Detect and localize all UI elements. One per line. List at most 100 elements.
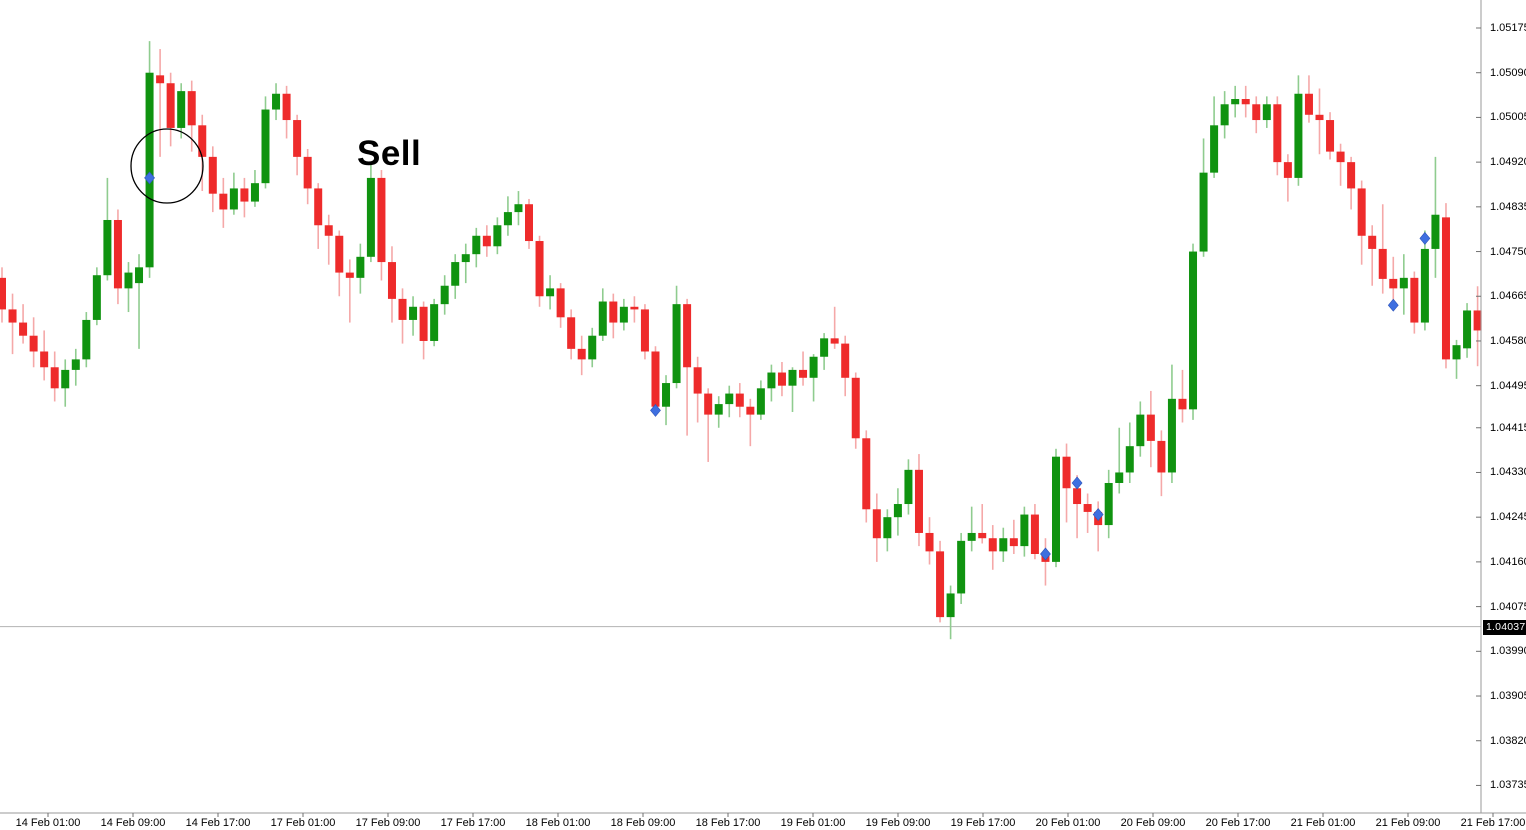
candle-body [1452, 345, 1461, 360]
signal-diamond-icon [144, 171, 155, 185]
time-axis-label: 20 Feb 01:00 [1035, 817, 1101, 829]
candle-body [345, 272, 354, 278]
candle-body [1252, 104, 1261, 121]
candle-body [0, 277, 6, 310]
candle-body [177, 91, 186, 128]
candle-body [967, 532, 976, 541]
time-axis-label: 20 Feb 09:00 [1120, 817, 1186, 829]
candle-body [187, 91, 196, 126]
candle-body [451, 262, 460, 286]
price-axis-label: 1.03990 [1490, 645, 1526, 658]
candle-body [556, 288, 565, 318]
candle-body [1463, 310, 1472, 349]
candle-body [946, 593, 955, 618]
candle-body [1304, 93, 1313, 115]
candle-body [19, 322, 28, 336]
candle-body [1009, 538, 1018, 547]
candle-body [1136, 414, 1145, 447]
candle-body [999, 538, 1008, 552]
time-axis-label: 18 Feb 17:00 [695, 817, 761, 829]
candle-body [461, 254, 470, 263]
candle-body [1115, 472, 1124, 483]
candle-body [651, 351, 660, 407]
signal-diamond-icon [1092, 508, 1104, 522]
candle-body [440, 285, 449, 305]
candle-body [113, 219, 122, 289]
price-axis-label: 1.04835 [1490, 200, 1526, 213]
price-axis-label: 1.04495 [1490, 379, 1526, 392]
signal-diamond-icon [1071, 476, 1083, 490]
candle-body [830, 338, 839, 344]
candle-body [387, 262, 396, 299]
candle-body [883, 517, 892, 539]
price-axis-label: 1.04415 [1490, 421, 1526, 434]
circle-annotation[interactable] [130, 128, 204, 204]
candle-body [1241, 99, 1250, 105]
current-price-badge: 1.04037 [1483, 619, 1526, 635]
candle-body [588, 335, 597, 360]
candle-body [672, 304, 681, 384]
candle-body [683, 304, 692, 368]
candle-body [630, 306, 639, 310]
candle-body [535, 241, 544, 297]
price-axis-label: 1.03735 [1490, 779, 1526, 792]
candle-body [1262, 104, 1271, 121]
candle-body [1315, 114, 1324, 121]
candle-body [314, 188, 323, 226]
candle-body [293, 120, 302, 157]
time-axis-label: 18 Feb 01:00 [525, 817, 591, 829]
candle-body [1431, 214, 1440, 249]
time-axis-label: 20 Feb 17:00 [1205, 817, 1271, 829]
candle-body [609, 301, 618, 323]
candle-body [103, 219, 112, 276]
sell-annotation[interactable]: Sell [357, 134, 422, 173]
candle-body [1357, 188, 1366, 236]
time-axis-label: 14 Feb 01:00 [15, 817, 81, 829]
candle-body [1336, 151, 1345, 163]
candle-body [1410, 277, 1419, 323]
candle-body [735, 393, 744, 407]
candle-body [1420, 248, 1429, 323]
candle-body [1283, 162, 1292, 178]
signal-diamond-icon [650, 403, 661, 417]
candle-body [978, 532, 987, 539]
candle-body [50, 367, 59, 389]
candle-body [1378, 248, 1387, 279]
candle-body [250, 183, 259, 202]
candle-body [92, 275, 101, 320]
candle-body [567, 317, 576, 349]
price-axis-label: 1.04665 [1490, 290, 1526, 303]
signal-diamond-icon [1419, 231, 1431, 245]
candle-body [1178, 398, 1187, 410]
price-axis-label: 1.04245 [1490, 511, 1526, 524]
candle-body [1125, 446, 1134, 473]
price-axis-label: 1.04580 [1490, 334, 1526, 347]
candle-body [1062, 456, 1071, 489]
price-axis-label: 1.05175 [1490, 22, 1526, 34]
candle-body [820, 338, 829, 357]
candle-body [1167, 398, 1176, 473]
candle-body [1104, 482, 1113, 526]
candle-body [482, 235, 491, 247]
candle-body [240, 188, 249, 202]
candle-body [799, 369, 808, 378]
candle-body [693, 367, 702, 394]
candle-body [1294, 93, 1303, 178]
candle-body [746, 406, 755, 415]
candle-body [1441, 217, 1450, 360]
candle-body [788, 369, 797, 386]
candle-body [1220, 104, 1229, 126]
candle-body [872, 509, 881, 539]
time-axis-label: 17 Feb 09:00 [355, 817, 421, 829]
candle-body [756, 388, 765, 415]
candle-body [893, 504, 902, 518]
candle-body [725, 393, 734, 405]
price-axis-label: 1.04920 [1490, 156, 1526, 169]
price-axis-label: 1.04160 [1490, 555, 1526, 568]
candle-body [619, 306, 628, 323]
candle-body [914, 469, 923, 533]
candle-body [514, 204, 523, 213]
candle-body [1326, 120, 1335, 152]
